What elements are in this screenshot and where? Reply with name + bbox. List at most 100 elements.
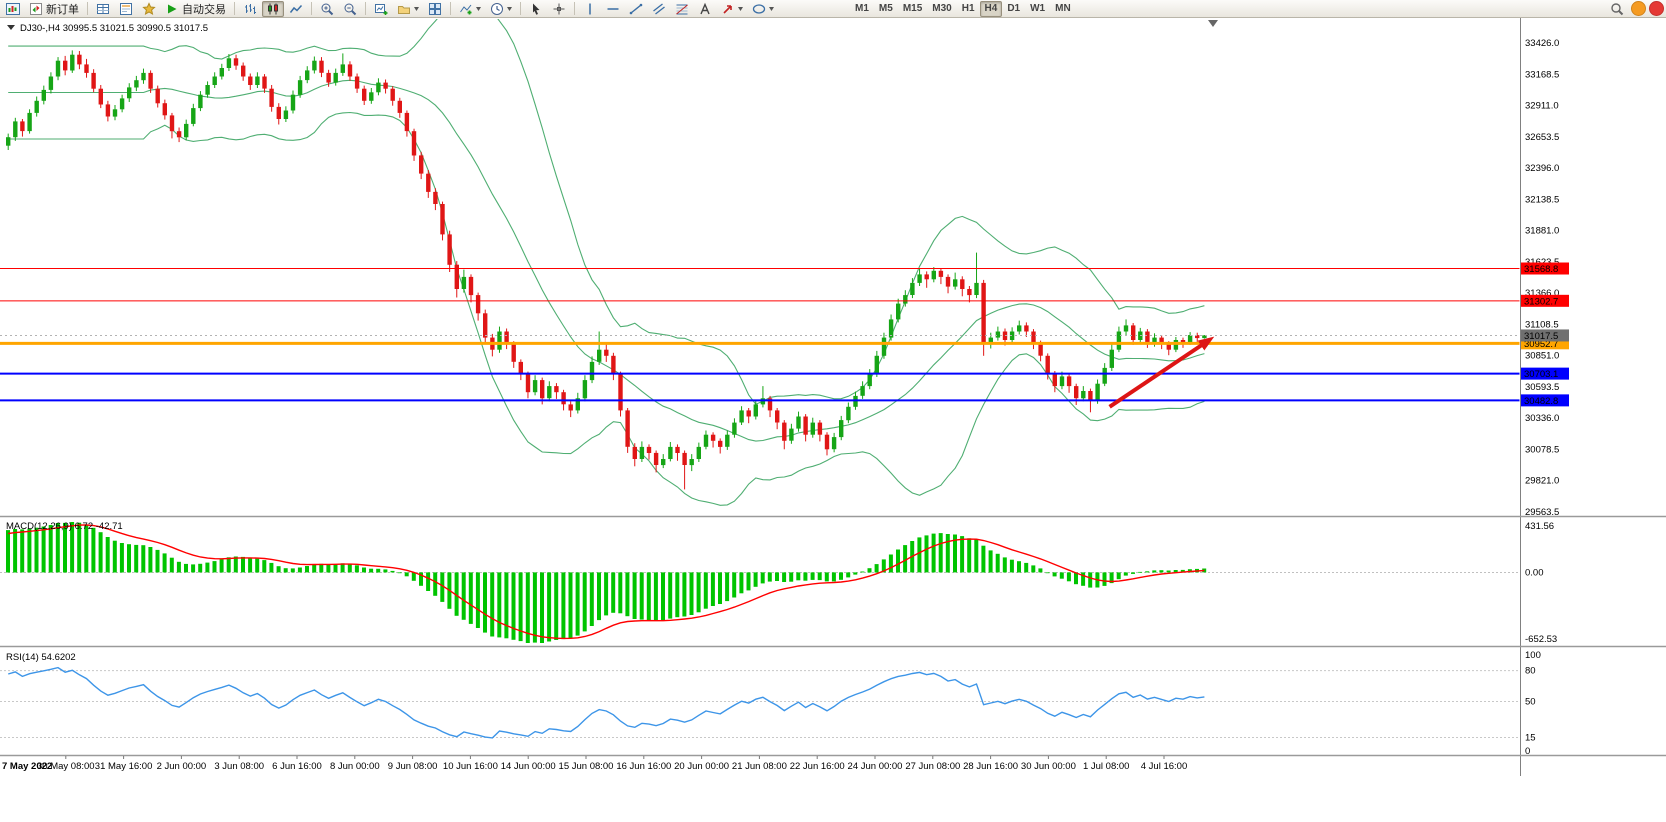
timeframe-m30-button[interactable]: M30 — [927, 1, 956, 17]
line-chart-button[interactable] — [285, 1, 307, 17]
macd-signal-line — [8, 524, 1205, 640]
timeframe-m5-button[interactable]: M5 — [874, 1, 898, 17]
bollinger-bands — [8, 19, 1205, 506]
channel-button[interactable] — [648, 1, 670, 17]
new-chart-button[interactable] — [370, 1, 392, 17]
svg-text:-652.53: -652.53 — [1525, 634, 1557, 645]
timeframe-h4-button[interactable]: H4 — [979, 0, 1003, 17]
trendline-button[interactable] — [625, 1, 647, 17]
price-axis[interactable]: 33426.0 33168.5 32911.0 32653.5 32396.0 32138… — [1521, 38, 1569, 757]
svg-text:30078.5: 30078.5 — [1525, 444, 1559, 455]
svg-text:24 Jun 00:00: 24 Jun 00:00 — [848, 761, 903, 772]
svg-text:30336.0: 30336.0 — [1525, 413, 1559, 424]
profiles-icon — [398, 5, 410, 14]
search-icon — [1611, 2, 1624, 15]
auto-trading-button[interactable]: 自动交易 — [161, 1, 230, 17]
periods-button[interactable] — [486, 1, 516, 17]
svg-text:31881.0: 31881.0 — [1525, 226, 1559, 237]
data-window-icon — [120, 2, 132, 15]
svg-text:0: 0 — [1525, 746, 1530, 757]
svg-text:31108.5: 31108.5 — [1525, 319, 1559, 330]
cursor-button[interactable] — [525, 1, 547, 17]
candlestick-button[interactable] — [262, 0, 284, 17]
chart-title-group: DJ30-,H4 30995.5 31021.5 30990.5 31017.5 — [7, 23, 208, 34]
shapes-icon — [752, 3, 766, 14]
svg-text:30593.5: 30593.5 — [1525, 382, 1559, 393]
indicators-button[interactable] — [455, 1, 485, 17]
text-tool-icon — [700, 2, 710, 14]
svg-text:29563.5: 29563.5 — [1525, 507, 1559, 518]
timeframe-m1-button[interactable]: M1 — [850, 1, 874, 17]
vertical-line-button[interactable] — [579, 1, 601, 17]
arrows-button[interactable] — [717, 1, 747, 17]
tile-windows-button[interactable] — [424, 1, 446, 17]
timeframe-h1-button[interactable]: H1 — [957, 1, 980, 17]
zoom-in-button[interactable] — [316, 1, 338, 17]
text-button[interactable] — [694, 1, 716, 17]
svg-text:0.00: 0.00 — [1525, 567, 1544, 578]
chevron-down-icon — [769, 6, 774, 11]
zoom-out-icon — [344, 3, 357, 15]
svg-text:30952.7: 30952.7 — [1524, 339, 1558, 350]
crosshair-icon — [553, 3, 565, 14]
toolbar-separator — [450, 2, 451, 15]
trend-arrow[interactable] — [1108, 336, 1215, 409]
svg-text:30703.1: 30703.1 — [1524, 369, 1558, 380]
zoom-out-button[interactable] — [339, 1, 361, 17]
data-window-button[interactable] — [115, 1, 137, 17]
timeframe-mn-button[interactable]: MN — [1050, 1, 1076, 17]
svg-text:6 Jun 16:00: 6 Jun 16:00 — [272, 761, 322, 772]
bollinger-lower — [8, 111, 1205, 506]
new-order-button[interactable]: 新订单 — [25, 1, 83, 17]
fibonacci-button[interactable] — [671, 1, 693, 17]
rsi-label: RSI(14) 54.6202 — [6, 652, 76, 663]
new-order-label: 新订单 — [46, 3, 79, 16]
zoom-in-icon — [321, 3, 334, 15]
new-chart-icon — [375, 3, 388, 15]
timeframe-d1-button[interactable]: D1 — [1002, 1, 1025, 17]
price-tag: 30482.8 — [1521, 394, 1569, 407]
notification-badge[interactable] — [1649, 1, 1664, 16]
svg-text:33426.0: 33426.0 — [1525, 38, 1559, 49]
horizontal-line-button[interactable] — [602, 1, 624, 17]
crosshair-button[interactable] — [548, 1, 570, 17]
toolbar-separator — [87, 2, 88, 15]
promo-badge[interactable] — [1631, 1, 1646, 16]
chevron-down-icon — [738, 6, 743, 11]
shapes-button[interactable] — [748, 1, 778, 17]
bar-chart-button[interactable] — [239, 1, 261, 17]
svg-text:32138.5: 32138.5 — [1525, 194, 1559, 205]
svg-text:31366.0: 31366.0 — [1525, 288, 1559, 299]
fibonacci-icon — [676, 4, 688, 14]
vertical-line-icon — [589, 3, 591, 14]
svg-text:29821.0: 29821.0 — [1525, 476, 1559, 487]
candlestick-icon — [268, 3, 278, 14]
profiles-button[interactable] — [393, 1, 423, 17]
one-click-trading-toggle[interactable] — [7, 25, 15, 30]
price-tag: 31017.5 — [1521, 329, 1569, 342]
trendline-icon — [629, 3, 643, 14]
market-watch-button[interactable] — [92, 1, 114, 17]
svg-text:30851.0: 30851.0 — [1525, 351, 1559, 362]
svg-text:15 Jun 08:00: 15 Jun 08:00 — [559, 761, 614, 772]
chart-shift-marker[interactable] — [1208, 20, 1218, 27]
svg-text:30 Jun 00:00: 30 Jun 00:00 — [1021, 761, 1076, 772]
svg-text:32911.0: 32911.0 — [1525, 101, 1559, 112]
svg-text:27 Jun 08:00: 27 Jun 08:00 — [905, 761, 960, 772]
price-tag: 30703.1 — [1521, 367, 1569, 380]
indicators-icon — [460, 4, 472, 14]
svg-text:31 May 16:00: 31 May 16:00 — [95, 761, 153, 772]
market-watch-icon — [97, 3, 109, 14]
timeframe-m15-button[interactable]: M15 — [898, 1, 927, 17]
navigator-button[interactable] — [138, 1, 160, 17]
svg-text:31302.7: 31302.7 — [1524, 296, 1558, 307]
bar-chart-icon — [245, 3, 256, 14]
timeframe-w1-button[interactable]: W1 — [1025, 1, 1050, 17]
search-button[interactable] — [1606, 1, 1628, 17]
svg-text:21 Jun 08:00: 21 Jun 08:00 — [732, 761, 787, 772]
price-tag: 31568.8 — [1521, 262, 1569, 275]
new-order-icon — [30, 2, 42, 15]
svg-text:7 May 2022: 7 May 2022 — [2, 761, 52, 772]
